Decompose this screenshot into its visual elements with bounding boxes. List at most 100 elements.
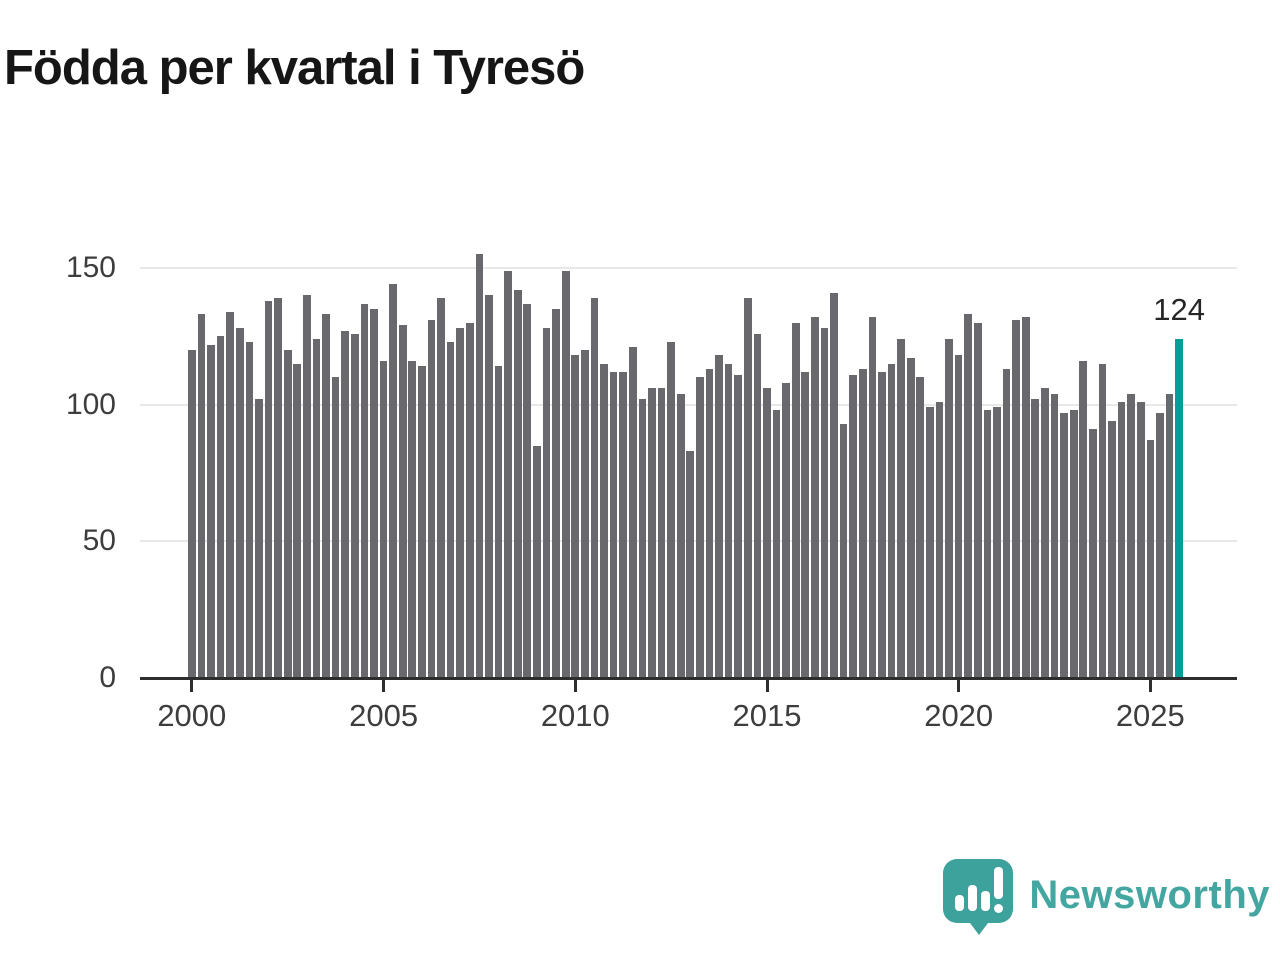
bar-2009-Q4[interactable]	[561, 270, 570, 678]
bar-2018-Q4[interactable]	[906, 358, 915, 678]
bar-2022-Q1[interactable]	[1031, 399, 1040, 678]
bar-2000-Q2[interactable]	[197, 314, 206, 678]
bar-2012-Q3[interactable]	[667, 341, 675, 678]
bar-2010-Q1[interactable]	[571, 355, 580, 678]
bar-2022-Q3[interactable]	[1050, 393, 1059, 678]
bar-2005-Q2[interactable]	[389, 284, 397, 678]
bar-2023-Q3[interactable]	[1088, 429, 1097, 678]
bar-2006-Q3[interactable]	[437, 298, 445, 678]
bar-2002-Q4[interactable]	[293, 363, 302, 678]
bar-2013-Q4[interactable]	[715, 355, 723, 678]
bar-2017-Q4[interactable]	[868, 317, 877, 678]
bar-2020-Q4[interactable]	[983, 410, 992, 678]
bar-2015-Q4[interactable]	[791, 322, 800, 678]
bar-2025-Q1[interactable]	[1146, 440, 1155, 678]
bar-2015-Q3[interactable]	[782, 382, 790, 678]
bar-2008-Q1[interactable]	[494, 366, 503, 678]
bar-2013-Q2[interactable]	[696, 377, 704, 678]
bar-2003-Q1[interactable]	[303, 295, 311, 678]
bar-2022-Q2[interactable]	[1041, 388, 1049, 678]
bar-2010-Q4[interactable]	[600, 363, 608, 678]
bar-2023-Q2[interactable]	[1079, 360, 1088, 678]
bar-2008-Q3[interactable]	[513, 289, 522, 678]
bar-2020-Q1[interactable]	[954, 355, 963, 678]
bar-2009-Q3[interactable]	[552, 309, 560, 678]
bar-2014-Q1[interactable]	[724, 363, 733, 678]
bar-2021-Q1[interactable]	[993, 407, 1001, 678]
bar-2025-Q4[interactable]	[1175, 339, 1183, 678]
bar-2012-Q2[interactable]	[657, 388, 666, 678]
bar-2025-Q3[interactable]	[1165, 393, 1174, 678]
bar-2024-Q2[interactable]	[1117, 401, 1126, 678]
bar-2009-Q2[interactable]	[542, 328, 551, 678]
bar-2018-Q1[interactable]	[878, 371, 886, 678]
bar-2013-Q1[interactable]	[686, 451, 695, 678]
bar-2006-Q1[interactable]	[418, 366, 426, 678]
bar-2020-Q3[interactable]	[973, 322, 982, 678]
bar-2020-Q2[interactable]	[964, 314, 973, 678]
bar-2021-Q2[interactable]	[1002, 369, 1011, 678]
bar-2000-Q3[interactable]	[207, 344, 215, 678]
bar-2019-Q3[interactable]	[935, 401, 944, 678]
bar-2014-Q2[interactable]	[734, 374, 743, 678]
bar-2011-Q3[interactable]	[628, 347, 637, 678]
bar-2002-Q1[interactable]	[264, 300, 273, 678]
bar-2016-Q1[interactable]	[801, 371, 810, 678]
bar-2016-Q3[interactable]	[820, 328, 829, 678]
bar-2007-Q3[interactable]	[475, 254, 484, 678]
bar-2010-Q3[interactable]	[590, 298, 599, 678]
bar-2006-Q2[interactable]	[427, 319, 436, 678]
bar-2021-Q3[interactable]	[1012, 319, 1020, 678]
bar-2000-Q1[interactable]	[188, 350, 196, 678]
bar-2002-Q3[interactable]	[283, 350, 292, 678]
bar-2017-Q3[interactable]	[858, 369, 867, 678]
bar-2018-Q3[interactable]	[897, 339, 905, 678]
bar-2012-Q1[interactable]	[648, 388, 656, 678]
bar-2005-Q3[interactable]	[398, 325, 407, 678]
bar-2007-Q1[interactable]	[456, 328, 465, 678]
bar-2011-Q1[interactable]	[609, 371, 618, 678]
bar-2015-Q2[interactable]	[772, 410, 781, 678]
bar-2010-Q2[interactable]	[580, 350, 589, 678]
bar-2004-Q3[interactable]	[360, 303, 369, 678]
bar-2016-Q4[interactable]	[830, 292, 838, 678]
bar-2019-Q4[interactable]	[945, 339, 953, 678]
bar-2003-Q4[interactable]	[331, 377, 340, 678]
bar-2005-Q4[interactable]	[408, 360, 417, 678]
bar-2003-Q3[interactable]	[322, 314, 330, 678]
bar-2023-Q1[interactable]	[1069, 410, 1078, 678]
bar-2017-Q2[interactable]	[849, 374, 858, 678]
bar-2012-Q4[interactable]	[676, 393, 685, 678]
bar-2011-Q4[interactable]	[638, 399, 647, 678]
bar-2025-Q2[interactable]	[1156, 412, 1164, 678]
bar-2017-Q1[interactable]	[839, 423, 848, 678]
bar-2022-Q4[interactable]	[1060, 412, 1068, 678]
bar-2001-Q4[interactable]	[255, 399, 263, 678]
bar-2014-Q4[interactable]	[753, 333, 762, 678]
bar-2019-Q2[interactable]	[926, 407, 934, 678]
bar-2008-Q4[interactable]	[523, 303, 532, 678]
bar-2004-Q2[interactable]	[350, 333, 359, 678]
bar-2002-Q2[interactable]	[274, 298, 282, 678]
bar-2006-Q4[interactable]	[446, 341, 455, 678]
bar-2007-Q4[interactable]	[485, 295, 493, 678]
bar-2024-Q1[interactable]	[1108, 421, 1116, 678]
bar-2016-Q2[interactable]	[811, 317, 819, 678]
bar-2005-Q1[interactable]	[379, 360, 388, 678]
bar-2015-Q1[interactable]	[763, 388, 771, 678]
bar-2014-Q3[interactable]	[743, 298, 752, 678]
bar-2013-Q3[interactable]	[705, 369, 714, 678]
bar-2011-Q2[interactable]	[619, 371, 628, 678]
bar-2009-Q1[interactable]	[533, 445, 541, 678]
bar-2001-Q1[interactable]	[226, 311, 235, 678]
bar-2019-Q1[interactable]	[916, 377, 925, 678]
bar-2023-Q4[interactable]	[1098, 363, 1107, 678]
bar-2024-Q3[interactable]	[1127, 393, 1136, 678]
bar-2004-Q1[interactable]	[341, 330, 350, 678]
bar-2004-Q4[interactable]	[370, 309, 378, 678]
bar-2000-Q4[interactable]	[216, 336, 225, 678]
bar-2003-Q2[interactable]	[312, 339, 321, 678]
bar-2007-Q2[interactable]	[465, 322, 474, 678]
bar-2018-Q2[interactable]	[887, 363, 896, 678]
bar-2024-Q4[interactable]	[1136, 401, 1145, 678]
